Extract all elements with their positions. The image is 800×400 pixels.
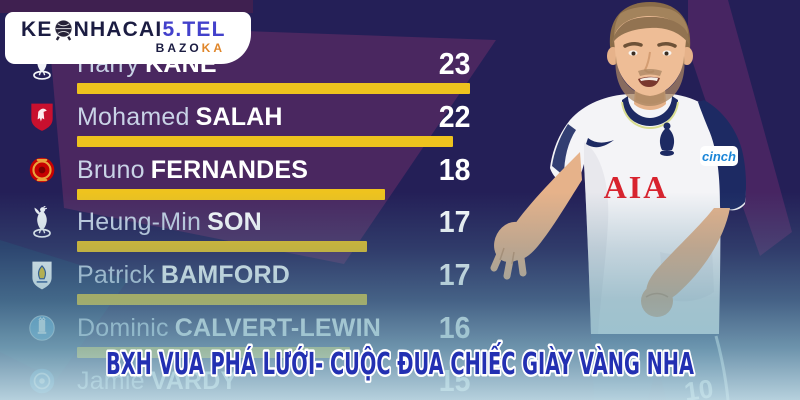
player-name: Mohamed SALAH	[77, 103, 283, 132]
player-first-name: Patrick	[77, 261, 155, 290]
liverpool-crest-icon	[28, 101, 56, 133]
scorer-row: Bruno FERNANDES 18	[28, 152, 470, 205]
man-united-crest-icon	[28, 154, 56, 186]
goals-bar	[77, 241, 367, 253]
brand-tagline-navy: BAZO	[155, 41, 202, 55]
leeds-crest-icon	[28, 259, 56, 291]
player-first-name: Bruno	[77, 155, 145, 184]
goals-bar	[77, 188, 385, 200]
brand-suffix: 5.TEL	[162, 18, 226, 41]
player-last-name: SON	[207, 208, 262, 237]
scorer-row: Heung-Min SON 17	[28, 204, 470, 257]
brand-tagline: BAZOKA	[21, 41, 241, 55]
scorer-row: Mohamed SALAH 22	[28, 99, 470, 152]
player-first-name: Heung-Min	[77, 208, 202, 237]
player-name: Patrick BAMFORD	[77, 261, 290, 290]
goals-bar	[77, 83, 470, 94]
player-name: Heung-Min SON	[77, 208, 262, 237]
brand-mid: NHACAI	[73, 18, 163, 41]
shirt-sponsor-text: AIA	[604, 169, 669, 205]
goals-bar	[77, 135, 453, 147]
goals-bar	[77, 294, 367, 306]
headline-banner: BXH VUA PHÁ LƯỚI- CUỘC ĐUA CHIẾC GIÀY VÀ…	[104, 340, 697, 385]
player-last-name: SALAH	[195, 102, 283, 131]
player-last-name: BAMFORD	[160, 261, 290, 290]
brand-tagline-orange: KA	[201, 41, 225, 55]
scorer-row: Patrick BAMFORD 17	[28, 257, 470, 310]
tottenham-crest-icon	[28, 206, 56, 239]
player-last-name: FERNANDES	[150, 155, 309, 184]
globe-mascot-icon	[54, 19, 73, 41]
player-name: Bruno FERNANDES	[77, 156, 308, 185]
sleeve-sponsor-text: cinch	[702, 149, 736, 164]
player-first-name: Mohamed	[77, 102, 190, 131]
headline-text: BXH VUA PHÁ LƯỚI- CUỘC ĐUA CHIẾC GIÀY VÀ…	[106, 342, 694, 382]
brand-prefix: KE	[21, 18, 53, 41]
brand-wordmark: KE NHACAI 5.TEL	[21, 18, 241, 42]
brand-logo: KE NHACAI 5.TEL BAZOKA	[5, 12, 251, 64]
